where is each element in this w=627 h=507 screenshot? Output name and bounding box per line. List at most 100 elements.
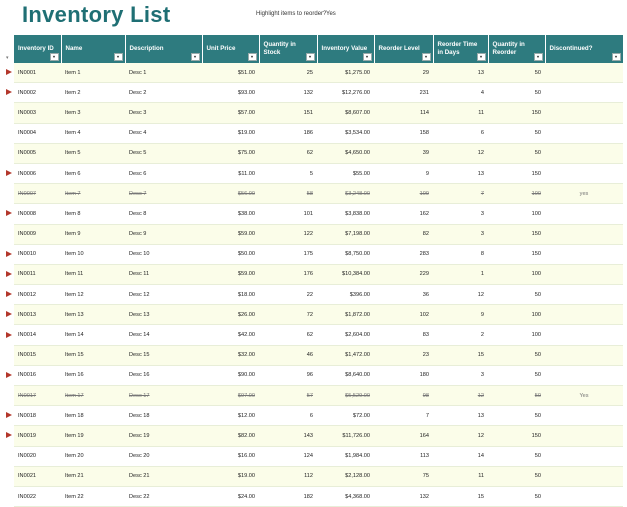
- inventory-id-cell[interactable]: IN0009: [14, 224, 61, 245]
- unit-price-cell[interactable]: $51.00: [202, 63, 259, 84]
- description-cell[interactable]: Desc 11: [125, 264, 202, 286]
- discontinued-cell[interactable]: [545, 102, 623, 124]
- inventory-id-cell[interactable]: IN0015: [14, 345, 61, 366]
- description-cell[interactable]: Desc 8: [125, 203, 202, 225]
- unit-price-cell[interactable]: $59.00: [202, 224, 259, 245]
- discontinued-cell[interactable]: [545, 264, 623, 286]
- reorder-days-cell[interactable]: 9: [433, 304, 488, 326]
- quantity-cell[interactable]: 182: [259, 486, 317, 507]
- description-cell[interactable]: Desc 20: [125, 446, 202, 467]
- reorder-days-cell[interactable]: 6: [433, 123, 488, 144]
- reorder-days-cell[interactable]: 12: [433, 425, 488, 447]
- description-cell[interactable]: Desc 7: [125, 183, 202, 205]
- quantity-cell[interactable]: 124: [259, 446, 317, 467]
- reorder-quantity-cell[interactable]: 150: [488, 244, 545, 265]
- quantity-cell[interactable]: 96: [259, 365, 317, 387]
- filter-dropdown-icon[interactable]: ▾: [49, 53, 59, 61]
- reorder-days-cell[interactable]: 8: [433, 244, 488, 265]
- reorder-level-cell[interactable]: 158: [374, 123, 433, 144]
- name-cell[interactable]: Item 15: [61, 345, 125, 366]
- inventory-id-cell[interactable]: IN0014: [14, 324, 61, 346]
- inventory-value-cell[interactable]: $55.00: [317, 163, 374, 185]
- quantity-cell[interactable]: 151: [259, 102, 317, 124]
- name-cell[interactable]: Item 11: [61, 264, 125, 286]
- inventory-id-cell[interactable]: IN0002: [14, 82, 61, 104]
- reorder-days-cell[interactable]: 15: [433, 345, 488, 366]
- inventory-value-cell[interactable]: $12,276.00: [317, 82, 374, 104]
- description-cell[interactable]: Desc 2: [125, 82, 202, 104]
- inventory-id-cell[interactable]: IN0020: [14, 446, 61, 467]
- inventory-id-cell[interactable]: IN0022: [14, 486, 61, 507]
- unit-price-cell[interactable]: $57.00: [202, 102, 259, 124]
- reorder-days-cell[interactable]: 15: [433, 486, 488, 507]
- reorder-quantity-cell[interactable]: 100: [488, 264, 545, 286]
- reorder-level-cell[interactable]: 132: [374, 486, 433, 507]
- reorder-quantity-cell[interactable]: 50: [488, 405, 545, 427]
- name-cell[interactable]: Item 17: [61, 385, 125, 407]
- name-cell[interactable]: Item 5: [61, 143, 125, 164]
- name-cell[interactable]: Item 14: [61, 324, 125, 346]
- reorder-level-cell[interactable]: 229: [374, 264, 433, 286]
- column-header[interactable]: Quantity in Stock ▾: [259, 35, 318, 63]
- inventory-id-cell[interactable]: IN0008: [14, 203, 61, 225]
- name-cell[interactable]: Item 8: [61, 203, 125, 225]
- reorder-quantity-cell[interactable]: 100: [488, 324, 545, 346]
- discontinued-cell[interactable]: [545, 63, 623, 84]
- unit-price-cell[interactable]: $38.00: [202, 203, 259, 225]
- reorder-quantity-cell[interactable]: 150: [488, 425, 545, 447]
- reorder-level-cell[interactable]: 75: [374, 466, 433, 487]
- unit-price-cell[interactable]: $82.00: [202, 425, 259, 447]
- quantity-cell[interactable]: 62: [259, 143, 317, 164]
- unit-price-cell[interactable]: $50.00: [202, 244, 259, 265]
- name-cell[interactable]: Item 20: [61, 446, 125, 467]
- highlight-value-cell[interactable]: Yes: [326, 11, 336, 17]
- filter-dropdown-icon[interactable]: ▾: [362, 53, 372, 61]
- reorder-days-cell[interactable]: 11: [433, 466, 488, 487]
- reorder-days-cell[interactable]: 12: [433, 284, 488, 306]
- unit-price-cell[interactable]: $24.00: [202, 486, 259, 507]
- quantity-cell[interactable]: 175: [259, 244, 317, 265]
- column-header[interactable]: Reorder Time in Days ▾: [433, 35, 489, 63]
- reorder-quantity-cell[interactable]: 50: [488, 365, 545, 387]
- filter-dropdown-icon[interactable]: ▾: [476, 53, 486, 61]
- name-cell[interactable]: Item 2: [61, 82, 125, 104]
- name-cell[interactable]: Item 21: [61, 466, 125, 487]
- inventory-id-cell[interactable]: IN0011: [14, 264, 61, 286]
- discontinued-cell[interactable]: [545, 82, 623, 104]
- inventory-value-cell[interactable]: $10,384.00: [317, 264, 374, 286]
- reorder-days-cell[interactable]: 11: [433, 102, 488, 124]
- reorder-level-cell[interactable]: 82: [374, 224, 433, 245]
- filter-dropdown-icon[interactable]: ▾: [305, 53, 315, 61]
- name-cell[interactable]: Item 1: [61, 63, 125, 84]
- reorder-quantity-cell[interactable]: 150: [488, 163, 545, 185]
- reorder-level-cell[interactable]: 36: [374, 284, 433, 306]
- column-header[interactable]: Reorder Level ▾: [374, 35, 434, 63]
- unit-price-cell[interactable]: $19.00: [202, 123, 259, 144]
- inventory-value-cell[interactable]: $8,750.00: [317, 244, 374, 265]
- name-cell[interactable]: Item 4: [61, 123, 125, 144]
- inventory-value-cell[interactable]: $2,128.00: [317, 466, 374, 487]
- reorder-level-cell[interactable]: 39: [374, 143, 433, 164]
- quantity-cell[interactable]: 176: [259, 264, 317, 286]
- inventory-value-cell[interactable]: $1,472.00: [317, 345, 374, 366]
- reorder-days-cell[interactable]: 12: [433, 143, 488, 164]
- inventory-id-cell[interactable]: IN0001: [14, 63, 61, 84]
- unit-price-cell[interactable]: $18.00: [202, 284, 259, 306]
- description-cell[interactable]: Desc 6: [125, 163, 202, 185]
- reorder-level-cell[interactable]: 102: [374, 304, 433, 326]
- inventory-id-cell[interactable]: IN0019: [14, 425, 61, 447]
- filter-dropdown-icon[interactable]: ▾: [247, 53, 257, 61]
- reorder-level-cell[interactable]: 180: [374, 365, 433, 387]
- reorder-level-cell[interactable]: 109: [374, 183, 433, 205]
- reorder-days-cell[interactable]: 12: [433, 385, 488, 407]
- unit-price-cell[interactable]: $32.00: [202, 345, 259, 366]
- reorder-quantity-cell[interactable]: 50: [488, 63, 545, 84]
- quantity-cell[interactable]: 58: [259, 183, 317, 205]
- quantity-cell[interactable]: 46: [259, 345, 317, 366]
- reorder-quantity-cell[interactable]: 50: [488, 385, 545, 407]
- discontinued-cell[interactable]: yes: [545, 183, 623, 205]
- reorder-level-cell[interactable]: 29: [374, 63, 433, 84]
- name-cell[interactable]: Item 6: [61, 163, 125, 185]
- name-cell[interactable]: Item 18: [61, 405, 125, 427]
- quantity-cell[interactable]: 122: [259, 224, 317, 245]
